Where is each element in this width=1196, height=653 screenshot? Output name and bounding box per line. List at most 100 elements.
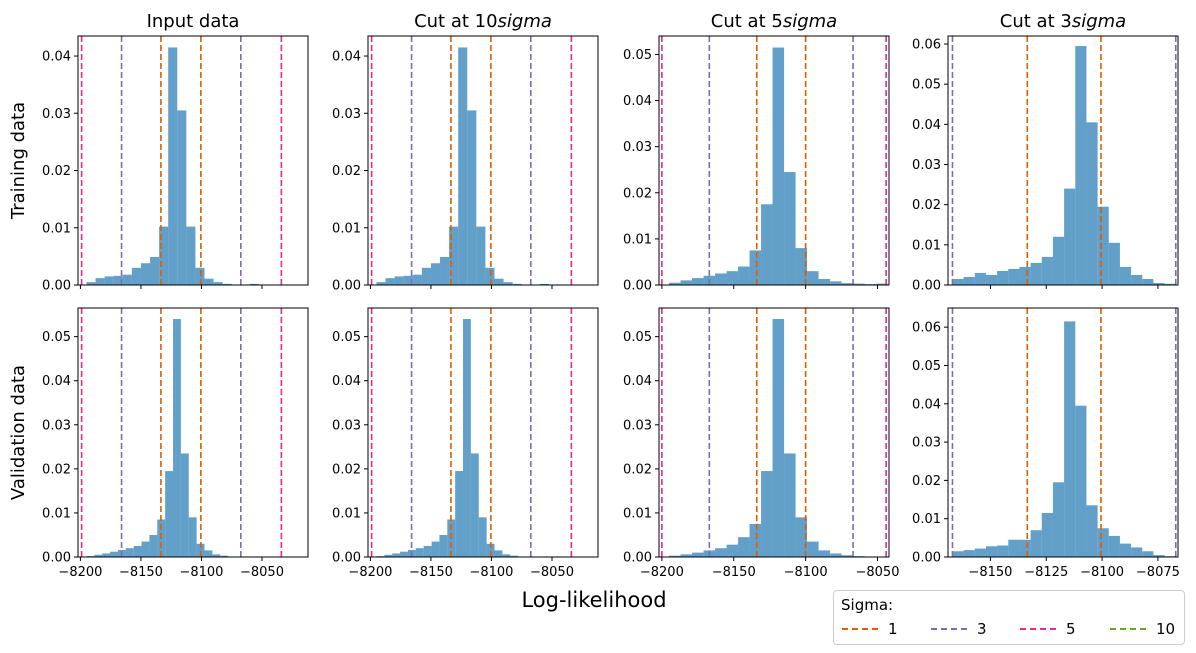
histogram-bar — [830, 553, 842, 557]
y-tick-label: 0.03 — [42, 107, 71, 122]
y-tick-label: 0.04 — [332, 374, 361, 389]
histogram-bar — [430, 263, 441, 285]
histogram-bar — [86, 282, 96, 285]
histogram-bar — [212, 554, 221, 557]
subplot-validation-3: 0.00 0.01 0.02 0.03 0.04 0.05 −8200 −8150 −8100 −… — [623, 307, 900, 580]
histogram-bar — [458, 47, 468, 286]
histogram-bar — [669, 282, 681, 285]
subplot-training-3: 0.00 0.01 0.02 0.03 0.04 0.05 — [623, 35, 890, 294]
legend-swatch-sigma-10 — [1110, 628, 1146, 630]
y-tick-label: 0.00 — [42, 551, 71, 566]
column-title-italic: sigma — [1072, 11, 1126, 32]
histogram-bar — [1153, 555, 1165, 557]
y-tick-label: 0.04 — [42, 374, 71, 389]
histogram-bar — [512, 283, 522, 285]
histogram-bar — [415, 548, 424, 557]
histogram-bar — [1008, 268, 1020, 285]
row-label-validation: Validation data — [8, 365, 29, 500]
y-tick-label: 0.05 — [42, 330, 71, 345]
histogram-bar — [1052, 236, 1065, 285]
x-tick-label: −8100 — [784, 565, 828, 580]
histogram-bar — [1019, 266, 1031, 285]
subplot-validation-1: 0.00 0.01 0.02 0.03 0.04 0.05 −8200 −8150 −8100 −… — [42, 307, 309, 580]
y-tick-label: 0.04 — [332, 50, 361, 65]
histogram-bar — [204, 550, 213, 557]
histogram-bar — [463, 319, 471, 557]
histogram-bar — [952, 278, 964, 285]
histogram-bar — [213, 282, 223, 285]
y-tick-label: 0.01 — [623, 232, 652, 247]
histogram-bar — [738, 537, 750, 557]
histogram-bar — [952, 551, 964, 557]
histogram-bar — [113, 275, 123, 285]
y-tick-label: 0.02 — [912, 474, 941, 489]
x-tick-label: −8100 — [1080, 565, 1124, 580]
histogram-bar — [376, 282, 386, 285]
histogram-bar — [95, 278, 105, 285]
histogram-bar — [486, 543, 495, 557]
y-tick-label: 0.00 — [42, 279, 71, 294]
column-title-text: Input data — [147, 11, 240, 32]
histogram-bar — [249, 283, 259, 285]
histogram-bar — [173, 319, 181, 557]
y-tick-label: 0.03 — [912, 436, 941, 451]
y-tick-label: 0.04 — [623, 94, 652, 109]
histogram-bar — [400, 551, 408, 557]
histogram-bar — [1097, 206, 1109, 285]
subplot-training-1: 0.00 0.01 0.02 0.03 0.04 — [42, 35, 309, 294]
x-tick-label: −8050 — [856, 565, 900, 580]
histogram-bar — [807, 271, 819, 285]
histogram-bar — [502, 554, 511, 557]
histogram-bar — [1164, 283, 1176, 285]
histogram-bar — [997, 545, 1009, 557]
y-tick-label: 0.04 — [912, 397, 941, 412]
histogram-bar — [985, 546, 998, 557]
histogram-bar — [485, 267, 495, 285]
y-tick-label: 0.02 — [623, 462, 652, 477]
histogram-bar — [974, 548, 986, 557]
histogram-bar — [220, 555, 229, 557]
y-tick-label: 0.01 — [42, 221, 71, 236]
histogram-bar — [440, 256, 450, 285]
histogram-bar — [196, 543, 205, 557]
histogram-bar — [195, 267, 205, 285]
histogram-bar — [818, 279, 831, 285]
histogram-bar — [149, 534, 158, 557]
y-tick-label: 0.01 — [912, 238, 941, 253]
histogram-bar — [1108, 535, 1120, 557]
histogram-bar — [680, 280, 693, 285]
x-tick-label: −8075 — [1136, 565, 1180, 580]
y-tick-label: 0.02 — [332, 462, 361, 477]
histogram-bar — [177, 110, 187, 286]
histogram-bar — [449, 226, 459, 285]
histogram-bar — [1086, 505, 1098, 557]
legend-swatch-sigma-3 — [931, 628, 967, 630]
histogram-bar — [1131, 274, 1143, 285]
histogram-bar — [818, 550, 831, 557]
axes-frame — [367, 307, 599, 558]
x-tick-label: −8200 — [640, 565, 684, 580]
y-tick-label: 0.01 — [912, 512, 941, 527]
histogram-bar — [853, 283, 865, 285]
histogram-bar — [467, 110, 477, 286]
x-tick-label: −8050 — [530, 565, 574, 580]
histogram-bar — [1142, 278, 1154, 285]
histogram-bar — [188, 517, 197, 557]
histogram-bar — [494, 550, 503, 557]
histogram-bar — [692, 278, 704, 285]
y-tick-label: 0.00 — [623, 279, 652, 294]
column-title-2: Cut at 10sigma — [414, 11, 552, 32]
histogram-bar — [1142, 551, 1154, 557]
histogram-bar — [403, 275, 413, 285]
histogram-bar — [168, 47, 178, 286]
y-tick-label: 0.04 — [42, 50, 71, 65]
histogram-bar — [186, 226, 196, 285]
histogram-bar — [494, 278, 504, 285]
histogram-bar — [384, 554, 393, 557]
x-tick-label: −8125 — [1024, 565, 1068, 580]
histogram-bar — [784, 172, 796, 285]
axes-frame — [367, 35, 599, 286]
histogram-bar — [1153, 282, 1165, 285]
histogram-bar — [749, 250, 762, 285]
subplot-training-4: 0.00 0.01 0.02 0.03 0.04 0.05 0.06 — [912, 35, 1179, 294]
